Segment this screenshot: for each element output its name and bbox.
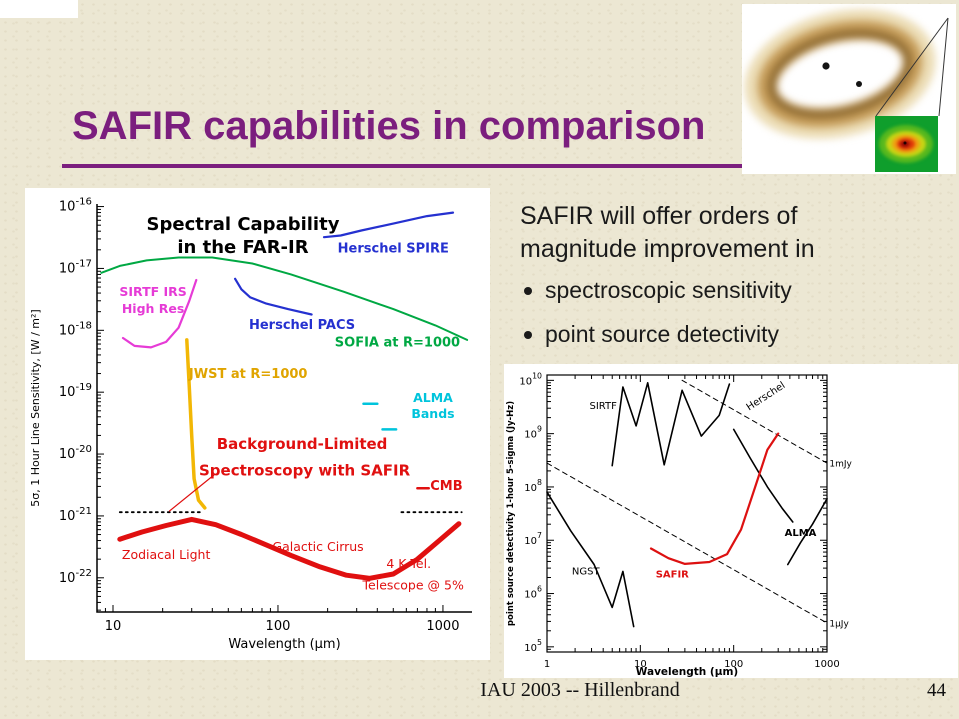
chart-label-high-res: High Res — [122, 301, 185, 316]
series-alma — [787, 498, 828, 566]
chart-label-cmb: CMB — [430, 479, 462, 494]
intro-text: SAFIR will offer orders of magnitude imp… — [520, 200, 815, 266]
svg-text:1: 1 — [544, 659, 550, 670]
companion-dot — [856, 81, 862, 87]
star-dot — [822, 62, 830, 70]
chart-label-herschel-spire: Herschel SPIRE — [338, 242, 449, 257]
bullet-icon — [524, 331, 532, 339]
debris-disk-image — [742, 4, 956, 174]
chart-label-telescope-5: Telescope @ 5% — [362, 577, 464, 592]
y-axis-label: 5σ, 1 Hour Line Sensitivity, [W / m²] — [29, 309, 42, 506]
chart-label-bands: Bands — [411, 406, 454, 421]
svg-text:1000: 1000 — [814, 659, 839, 670]
series-herschel — [732, 428, 794, 523]
chart-label-alma: ALMA — [413, 390, 453, 405]
svg-text:10-20: 10-20 — [59, 444, 92, 462]
svg-text:10-18: 10-18 — [59, 320, 92, 338]
chart-label-safir: SAFIR — [656, 569, 689, 580]
chart-label-background-limited: Background-Limited — [217, 435, 388, 453]
svg-text:10: 10 — [105, 619, 122, 634]
chart-title-line: Spectral Capability — [147, 214, 340, 235]
spectral-capability-chart: 10 100 1000 10-16 10-17 10-18 10-19 10-20 10-21 1… — [29, 197, 472, 652]
bullet-label: point source detectivity — [545, 321, 779, 347]
x-axis-label: Wavelength (μm) — [636, 666, 738, 678]
slide-title: SAFIR capabilities in comparison — [72, 104, 706, 148]
series-herschel-spire — [322, 211, 455, 239]
point-source-detectivity-chart: 1 10 100 1000 1010 109 108 107 106 105 SIRTF Hersch… — [506, 371, 853, 678]
spectral-capability-chart-panel: 10 100 1000 10-16 10-17 10-18 10-19 10-20 10-21 1… — [25, 188, 490, 660]
svg-text:10-19: 10-19 — [59, 382, 92, 400]
chart-label-alma: ALMA — [785, 528, 817, 539]
series-1-mjy-line — [681, 379, 828, 464]
debris-disk-svg — [744, 9, 949, 172]
svg-text:100: 100 — [266, 619, 291, 634]
series-sofia-at-r-1000 — [100, 256, 469, 341]
disk-ring — [744, 9, 936, 139]
x-axis-label: Wavelength (μm) — [228, 637, 340, 652]
chart-label-sirtf: SIRTF — [589, 401, 617, 412]
chart-label-galactic-cirrus: Galactic Cirrus — [272, 539, 363, 554]
bullet-item-spectroscopic: spectroscopic sensitivity — [524, 277, 792, 304]
title-underline — [62, 164, 756, 168]
svg-text:10: 10 — [634, 659, 647, 670]
page-number: 44 — [927, 680, 946, 701]
bullet-icon — [524, 287, 532, 295]
svg-text:10-16: 10-16 — [59, 197, 92, 215]
svg-text:105: 105 — [524, 638, 542, 654]
svg-text:100: 100 — [724, 659, 743, 670]
series-safir — [649, 432, 780, 565]
svg-text:108: 108 — [524, 478, 542, 494]
chart-label-spectroscopy-with-safir: Spectroscopy with SAFIR — [199, 462, 411, 480]
chart-label-herschel-pacs: Herschel PACS — [249, 318, 355, 333]
slide-artifact-bar — [0, 0, 78, 18]
series-jwst-at-r-1000 — [185, 338, 207, 510]
detectivity-chart-panel: 1 10 100 1000 1010 109 108 107 106 105 SIRTF Hersch… — [504, 364, 958, 678]
svg-text:1000: 1000 — [426, 619, 459, 634]
chart-title-line: in the FAR-IR — [177, 237, 308, 258]
chart-label-herschel: Herschel — [745, 380, 788, 413]
chart-label-jwst-at-r-1000: JWST at R=1000 — [188, 367, 308, 382]
chart-label-ngst: NGST — [572, 566, 601, 577]
bullet-label: spectroscopic sensitivity — [545, 277, 792, 303]
svg-text:10-17: 10-17 — [59, 258, 92, 276]
chart-label-zodiacal-light: Zodiacal Light — [122, 547, 211, 562]
series-1-ujy-line — [546, 462, 828, 624]
series-herschel-pacs — [234, 277, 313, 316]
svg-text:107: 107 — [524, 531, 542, 547]
series-background-limited-spectroscopy-with-safir — [117, 516, 462, 581]
svg-text:10-21: 10-21 — [59, 506, 92, 524]
series-sirtf-irs-high-res — [121, 278, 198, 349]
chart-label-sofia-at-r-1000: SOFIA at R=1000 — [335, 335, 460, 350]
intro-line-2: magnitude improvement in — [520, 235, 815, 263]
y-axis-label: point source detectivity 1-hour 5-sigma … — [506, 401, 516, 626]
bullet-item-point-source: point source detectivity — [524, 321, 779, 348]
series-ngst — [546, 491, 635, 628]
svg-text:106: 106 — [524, 585, 542, 601]
series-sirtf — [611, 382, 731, 467]
chart-label-sirtf-irs: SIRTF IRS — [119, 284, 186, 299]
svg-text:1010: 1010 — [519, 371, 542, 387]
zoom-callout-lines — [875, 17, 949, 117]
chart-label-1mjy: 1mJy — [829, 460, 852, 470]
intro-line-1: SAFIR will offer orders of — [520, 202, 798, 230]
chart-label-1-jy: 1μJy — [829, 620, 849, 630]
series-safir-pointer — [168, 474, 215, 512]
footer-credit: IAU 2003 -- Hillenbrand — [480, 679, 680, 701]
svg-text:10-22: 10-22 — [59, 568, 92, 586]
chart-label-4-k-tel: 4 K Tel. — [386, 556, 431, 571]
zoom-inset-image — [875, 116, 938, 172]
svg-text:109: 109 — [524, 425, 542, 441]
